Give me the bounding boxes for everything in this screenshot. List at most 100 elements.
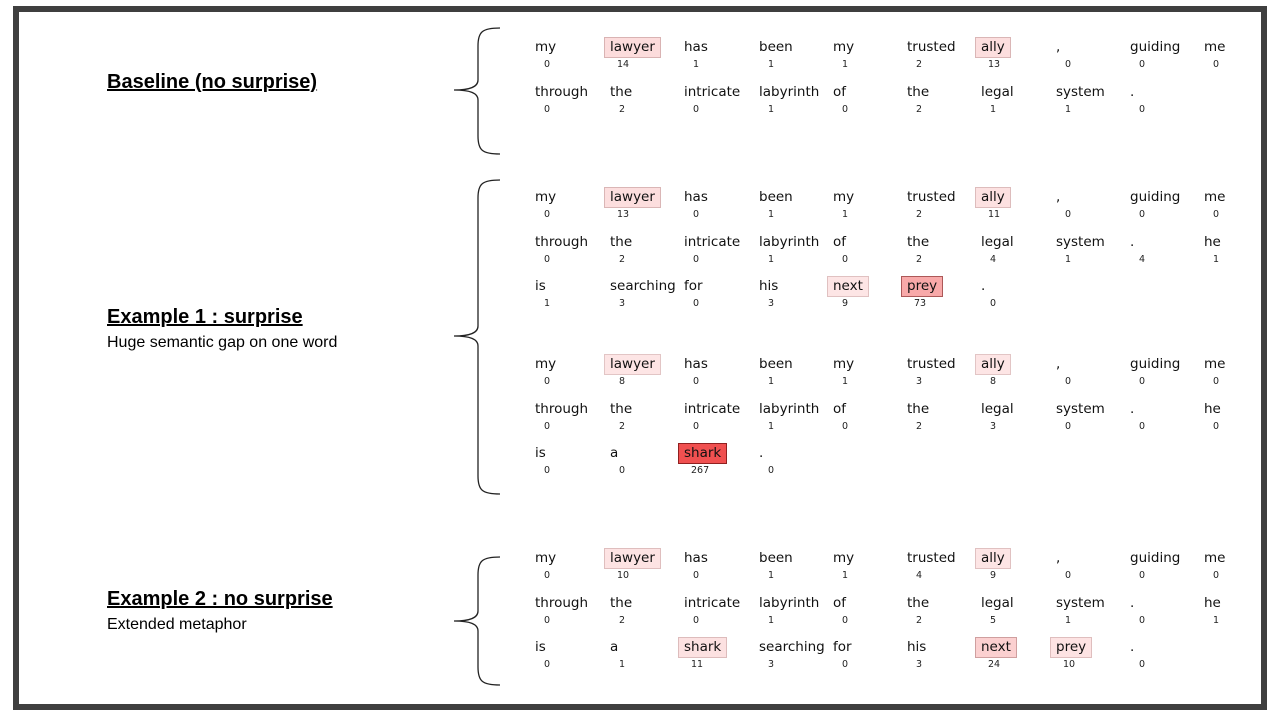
token-surprise-value: 0 — [544, 570, 551, 581]
token-word: searching — [610, 278, 676, 294]
token-word: trusted — [907, 550, 956, 566]
example-1-subtitle: Huge semantic gap on one word — [107, 334, 338, 351]
token-surprise-value: 1 — [768, 570, 775, 581]
token-surprise-value: 0 — [1139, 59, 1146, 70]
token-word: through — [535, 400, 589, 417]
token-surprise-value: 0 — [1139, 103, 1146, 115]
token-surprise-value: 0 — [990, 298, 997, 309]
token-surprise-value: 0 — [842, 253, 849, 265]
token-word: my — [833, 189, 855, 205]
token-surprise-value: 9 — [842, 298, 849, 309]
token-surprise-value: 2 — [916, 103, 923, 115]
token-surprise-value: 1 — [1065, 614, 1072, 626]
token-word: system — [1056, 233, 1105, 250]
token-surprise-value: 1 — [768, 376, 775, 387]
token-word: system — [1056, 83, 1105, 100]
token-word: ally — [975, 187, 1011, 208]
token-word: next — [827, 276, 869, 297]
token-surprise-value: 0 — [544, 659, 551, 670]
token-word: labyrinth — [759, 594, 820, 611]
token-word: legal — [981, 233, 1014, 250]
token-surprise-value: 0 — [619, 465, 626, 476]
token-word: my — [833, 356, 855, 372]
token-surprise-value: 10 — [617, 570, 630, 581]
token-surprise-value: 0 — [1213, 420, 1220, 432]
token-surprise-value: 4 — [1139, 253, 1146, 265]
token-word: he — [1204, 400, 1221, 417]
token-surprise-value: 1 — [768, 614, 775, 626]
token-surprise-value: 0 — [1065, 420, 1072, 432]
token-surprise-value: 0 — [1213, 376, 1220, 387]
token-word: legal — [981, 400, 1014, 417]
token-word: his — [907, 639, 927, 655]
token-word: been — [759, 189, 793, 205]
token-surprise-value: 0 — [1139, 659, 1146, 670]
token-word: the — [610, 83, 633, 100]
token-word: my — [833, 39, 855, 55]
token-word: , — [1056, 356, 1061, 372]
token-word: guiding — [1130, 550, 1181, 566]
token-surprise-value: 2 — [619, 614, 626, 626]
token-surprise-value: 0 — [693, 570, 700, 581]
token-word: is — [535, 278, 546, 294]
token-word: me — [1204, 356, 1226, 372]
token-word: . — [1130, 594, 1135, 611]
token-surprise-value: 0 — [693, 209, 700, 220]
token-word: for — [833, 639, 852, 655]
token-word: the — [907, 233, 930, 250]
token-surprise-value: 1 — [842, 570, 849, 581]
token-word: been — [759, 356, 793, 372]
token-word: my — [535, 189, 557, 205]
token-surprise-value: 3 — [768, 298, 775, 309]
token-word: for — [684, 278, 703, 294]
token-surprise-value: 0 — [842, 614, 849, 626]
token-surprise-value: 2 — [916, 420, 923, 432]
token-surprise-value: 0 — [693, 376, 700, 387]
token-surprise-value: 1 — [1065, 103, 1072, 115]
token-surprise-value: 5 — [990, 614, 997, 626]
token-word: my — [535, 356, 557, 372]
token-word: lawyer — [604, 354, 661, 375]
token-word: me — [1204, 39, 1226, 55]
token-word: labyrinth — [759, 400, 820, 417]
token-surprise-value: 1 — [1213, 253, 1220, 265]
token-surprise-value: 13 — [617, 209, 630, 220]
token-surprise-value: 0 — [1213, 59, 1220, 70]
token-word: a — [610, 445, 619, 461]
token-word: the — [907, 400, 930, 417]
token-surprise-value: 1 — [842, 59, 849, 70]
token-surprise-value: 3 — [916, 659, 923, 670]
token-word: a — [610, 639, 619, 655]
token-word: the — [610, 594, 633, 611]
token-surprise-value: 2 — [619, 420, 626, 432]
token-word: of — [833, 83, 847, 100]
token-surprise-value: 1 — [768, 253, 775, 265]
token-surprise-value: 0 — [1139, 570, 1146, 581]
token-word: he — [1204, 594, 1221, 611]
token-word: he — [1204, 233, 1221, 250]
token-surprise-value: 1 — [1213, 614, 1220, 626]
token-word: labyrinth — [759, 83, 820, 100]
token-surprise-value: 0 — [768, 465, 775, 476]
token-word: next — [975, 637, 1017, 658]
slide-frame — [13, 6, 1267, 710]
token-surprise-value: 2 — [916, 614, 923, 626]
token-word: . — [1130, 639, 1135, 655]
token-word: , — [1056, 39, 1061, 55]
token-word: lawyer — [604, 187, 661, 208]
token-word: of — [833, 233, 847, 250]
token-surprise-value: 14 — [617, 59, 630, 70]
token-surprise-value: 8 — [619, 376, 626, 387]
token-surprise-value: 2 — [916, 59, 923, 70]
token-word: ally — [975, 354, 1011, 375]
example-2-heading: Example 2 : no surprise — [107, 588, 333, 610]
token-surprise-value: 0 — [1065, 570, 1072, 581]
token-surprise-value: 0 — [544, 614, 551, 626]
token-word: the — [907, 594, 930, 611]
token-word: of — [833, 400, 847, 417]
token-word: guiding — [1130, 189, 1181, 205]
token-word: me — [1204, 550, 1226, 566]
token-word: lawyer — [604, 548, 661, 569]
token-word: intricate — [684, 400, 741, 417]
